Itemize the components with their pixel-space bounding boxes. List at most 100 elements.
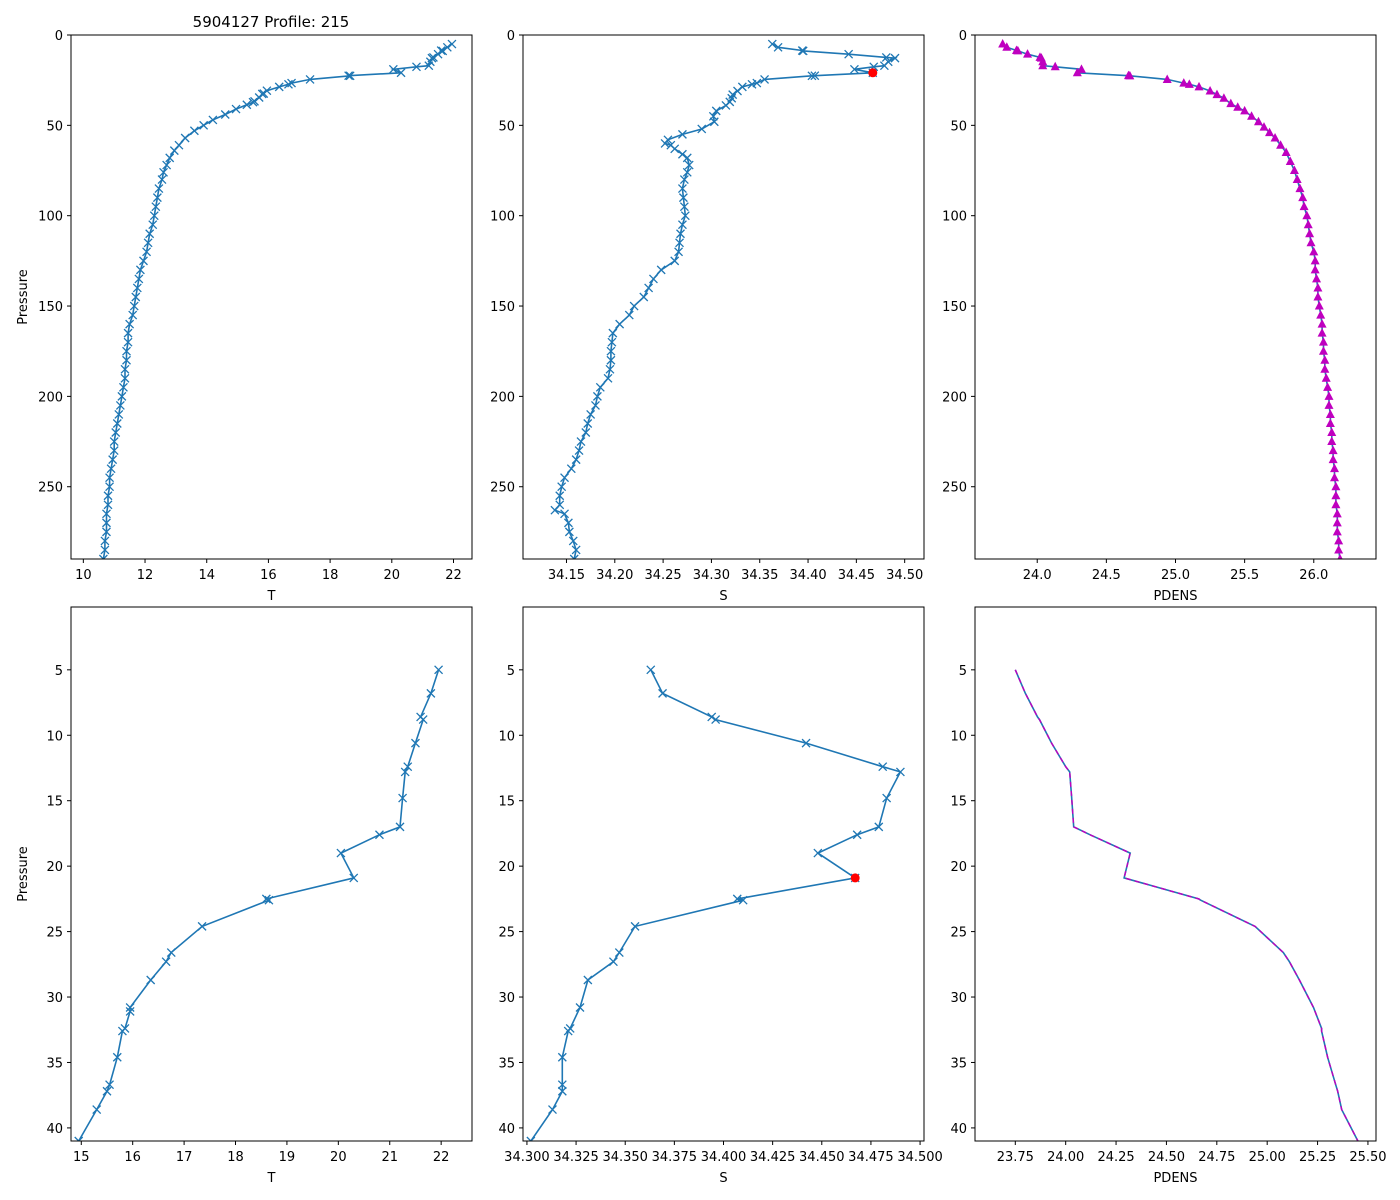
data-point-marker [1303,219,1313,229]
y-tick-label: 10 [498,729,515,744]
data-point-marker [607,337,617,347]
x-tick-label: 25.5 [1230,568,1259,583]
data-point-marker [1334,544,1344,554]
data-point-marker [1318,346,1328,355]
y-tick-label: 250 [942,481,967,496]
data-point-marker [161,957,171,967]
data-point-marker [555,491,565,501]
y-tick-label: 150 [490,300,515,315]
x-tick-label: 25.50 [1349,1150,1386,1165]
data-point-marker [1023,49,1033,58]
y-tick-label: 35 [950,1056,967,1071]
data-point-marker [557,482,567,492]
data-point-marker [1285,156,1295,165]
x-tick-label: 34.300 [504,1150,550,1165]
data-point-marker [881,52,891,62]
data-point-marker [123,328,133,338]
x-tick-label: 34.15 [548,568,585,583]
y-tick-label: 30 [950,991,967,1006]
density-zoom-profile-plot: 23.75 24.00 24.25 24.50 24.75 25.00 25.25 25.50… [950,606,1387,1186]
y-tick-label: 100 [942,210,967,225]
data-point-marker [801,738,811,748]
data-point-marker [1312,273,1322,283]
temperature-full-profile-plot: 10 12 14 16 18 20 22 0 50 100 150 200 250 T Pressure [16,29,473,604]
density-full-profile-plot: 24.0 24.5 25.0 25.5 26.0 0 50 100 150 200 250 PDENS [942,29,1377,604]
data-point-marker [660,138,670,148]
data-point-marker [139,256,148,266]
series-dashed-line [1014,669,1359,1141]
data-point-marker [560,473,570,483]
data-point-marker [1317,319,1327,328]
x-tick-label: 12 [137,568,154,583]
data-point-marker [1240,105,1250,115]
data-point-marker [1125,70,1135,80]
data-point-marker [151,202,161,212]
series-line [78,669,440,1141]
series-line [530,669,902,1141]
data-point-marker [583,975,593,985]
x-tick-label: 34.25 [644,568,681,583]
x-tick-label: 34.500 [897,1150,943,1165]
y-tick-label: 0 [55,29,63,44]
y-tick-label: 10 [950,729,967,744]
data-point-marker [760,74,770,84]
data-point-marker [117,391,127,401]
axes-frame [974,34,1377,560]
x-tick-label: 34.20 [596,568,633,583]
data-point-marker [274,82,284,92]
data-point-marker [400,767,410,777]
x-tick-label: 34.40 [789,568,826,583]
data-point-marker [242,100,252,110]
data-point-marker [287,78,297,88]
data-point-marker [677,220,687,230]
x-tick-label: 34.400 [701,1150,747,1165]
data-point-marker [336,848,346,858]
data-point-marker [426,688,436,698]
data-point-marker [1076,64,1086,73]
data-point-marker [424,61,434,71]
x-tick-label: 14 [198,568,215,583]
data-point-marker [433,49,443,59]
data-point-marker [98,554,108,559]
data-point-marker [122,355,131,365]
data-point-marker [798,46,808,56]
data-point-marker [102,527,111,537]
data-point-marker [679,202,689,212]
x-tick-label: 16 [260,568,277,583]
y-tick-label: 20 [46,860,63,875]
data-point-marker [614,948,624,957]
data-point-marker [148,220,158,230]
data-point-marker [1305,228,1315,238]
data-point-marker [682,167,692,177]
data-point-marker [670,144,680,154]
data-point-marker [74,1136,84,1141]
data-point-marker [152,193,162,203]
data-point-marker [398,793,408,803]
data-point-marker [122,346,131,356]
data-point-marker [1253,116,1263,126]
data-layer [74,665,444,1141]
data-point-marker [108,455,118,465]
data-point-marker [112,419,122,428]
x-tick-label: 24.5 [1092,568,1121,583]
data-point-marker [1247,111,1257,120]
data-point-marker [1212,89,1222,99]
data-point-marker [648,274,658,284]
data-point-marker [1318,337,1328,346]
y-tick-label: 40 [46,1122,63,1137]
data-point-marker [197,921,207,931]
x-tick-label: 20 [384,568,401,583]
data-point-marker [1309,246,1319,256]
data-point-marker [118,382,128,392]
x-tick-label: 19 [279,1150,296,1165]
data-point-marker [103,491,113,501]
x-tick-label: 34.45 [838,568,875,583]
data-point-marker [157,175,167,185]
data-point-marker [261,894,271,904]
data-layer [998,39,1344,559]
data-point-marker [284,79,293,89]
y-tick-label: 0 [507,29,515,44]
y-tick-label: 150 [942,300,967,315]
y-tick-label: 10 [46,729,63,744]
data-point-marker [810,71,820,81]
